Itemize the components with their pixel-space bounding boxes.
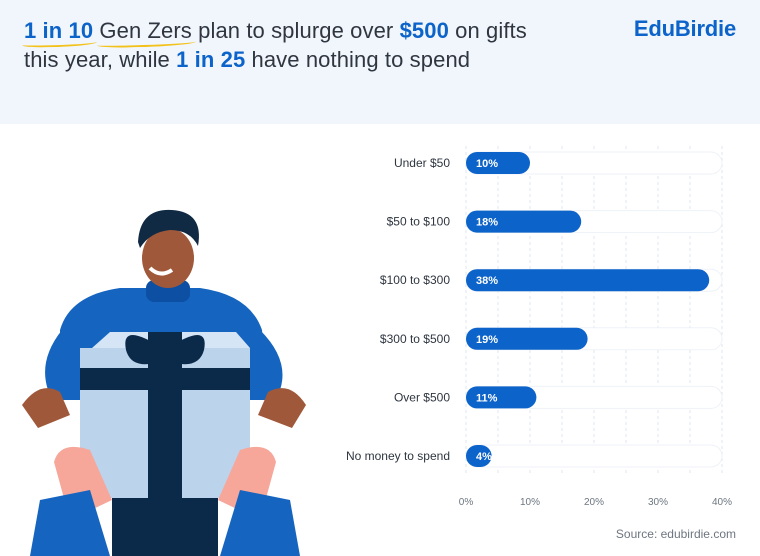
bar-track — [465, 444, 723, 468]
headline-part: 1 in 10 — [24, 18, 94, 43]
category-label: Over $500 — [394, 390, 450, 404]
headline-part: plan to splurge over — [191, 18, 400, 43]
data-label: 4% — [476, 451, 492, 463]
headline-part: Gen Zers — [99, 18, 192, 43]
data-label: 38% — [476, 275, 498, 287]
bar — [466, 152, 530, 174]
data-label: 18% — [476, 217, 498, 229]
category-label: $300 to $500 — [380, 332, 450, 346]
bar — [466, 445, 492, 467]
x-tick-label: 0% — [459, 497, 474, 508]
category-label: No money to spend — [346, 449, 450, 463]
headline-part: on gifts this year, while — [24, 18, 527, 72]
bar — [466, 269, 710, 292]
x-tick-label: 10% — [520, 497, 540, 508]
category-label: $50 to $100 — [387, 215, 451, 229]
bar — [466, 210, 582, 233]
headline-part: 1 in 25 — [176, 47, 246, 72]
x-tick-label: 40% — [712, 497, 732, 508]
header: 1 in 10 Gen Zers plan to splurge over $5… — [0, 0, 760, 124]
category-label: Under $50 — [394, 156, 450, 170]
source-note: Source: edubirdie.com — [615, 527, 736, 541]
brand-logo: EduBirdie — [633, 16, 736, 41]
x-tick-label: 30% — [648, 497, 668, 508]
spending-bar-chart: 0% 10% 20% 30% 40% Under $50 10% $50 to $100 18%… — [320, 140, 760, 510]
headline: 1 in 10 Gen Zers plan to splurge over $5… — [24, 16, 544, 74]
data-label: 11% — [476, 392, 498, 404]
person-holding-gift-icon — [0, 200, 330, 556]
headline-part: have nothing to spend — [245, 47, 471, 72]
bar — [466, 327, 588, 350]
data-label: 10% — [476, 158, 498, 170]
x-tick-label: 20% — [584, 497, 604, 508]
category-label: $100 to $300 — [380, 273, 450, 287]
bar — [466, 386, 537, 409]
headline-part: $500 — [399, 18, 449, 43]
data-label: 19% — [476, 334, 498, 346]
